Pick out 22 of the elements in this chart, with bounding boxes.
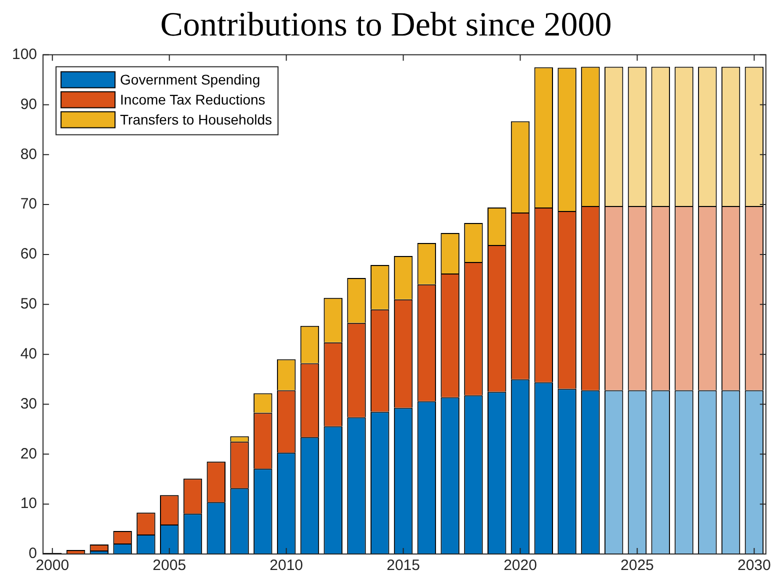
y-tick-label: 10: [20, 495, 38, 512]
x-tick-label: 2030: [738, 557, 771, 574]
y-tick-label: 80: [20, 146, 38, 163]
legend-label: Income Tax Reductions: [120, 92, 266, 108]
y-tick-label: 70: [20, 196, 38, 213]
x-tick-label: 2020: [504, 557, 537, 574]
y-tick-label: 90: [20, 96, 38, 113]
x-tick-label: 2005: [152, 557, 186, 574]
y-tick-label: 100: [12, 46, 38, 63]
y-tick-label: 30: [20, 395, 38, 412]
y-tick-label: 40: [20, 345, 38, 362]
legend-label: Transfers to Households: [120, 112, 272, 128]
chart-title: Contributions to Debt since 2000: [160, 6, 612, 44]
x-tick-label: 2000: [36, 557, 70, 574]
y-tick-label: 50: [20, 296, 38, 313]
x-tick-label: 2015: [386, 557, 420, 574]
y-tick-label: 0: [28, 545, 38, 562]
x-tick-label: 2010: [270, 557, 304, 574]
legend-label: Government Spending: [120, 72, 260, 88]
y-tick-label: 20: [20, 445, 38, 462]
x-tick-label: 2025: [620, 557, 654, 574]
y-tick-label: 60: [20, 246, 38, 263]
